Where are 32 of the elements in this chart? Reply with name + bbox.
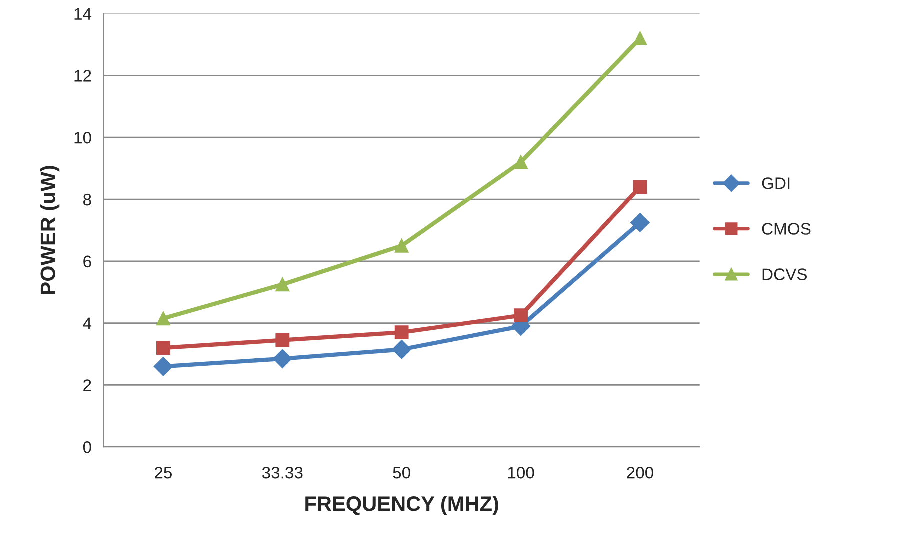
x-axis-title: FREQUENCY (MHZ) bbox=[306, 496, 498, 516]
y-tick-label: 6 bbox=[84, 256, 92, 268]
point bbox=[156, 341, 170, 356]
point bbox=[633, 180, 648, 194]
point bbox=[154, 357, 173, 376]
y-tick-label: 10 bbox=[74, 132, 92, 144]
x-tick-label: 100 bbox=[508, 467, 534, 479]
y-tick-label: 14 bbox=[74, 8, 92, 20]
y-tick-label: 4 bbox=[83, 318, 92, 330]
point bbox=[276, 333, 290, 348]
point bbox=[394, 238, 409, 253]
y-axis-title: POWER (uW) bbox=[40, 166, 60, 294]
point bbox=[273, 349, 292, 368]
legend-label: DCVS bbox=[762, 268, 808, 280]
y-tick-label: 12 bbox=[74, 70, 92, 82]
x-tick-label: 33.33 bbox=[262, 467, 303, 479]
point bbox=[394, 326, 409, 340]
point bbox=[514, 308, 528, 323]
x-tick-label: 50 bbox=[393, 467, 410, 479]
y-tick-label: 8 bbox=[83, 194, 92, 206]
point bbox=[633, 32, 648, 46]
legend-label: GDI bbox=[762, 178, 790, 190]
point bbox=[514, 155, 528, 170]
point bbox=[276, 278, 290, 292]
point bbox=[630, 213, 650, 232]
x-tick-label: 200 bbox=[627, 467, 654, 479]
point bbox=[392, 340, 412, 360]
legend-label: CMOS bbox=[762, 223, 811, 235]
y-tick-label: 0 bbox=[83, 442, 92, 454]
y-tick-label: 2 bbox=[84, 380, 92, 392]
point bbox=[156, 312, 170, 326]
x-tick-label: 25 bbox=[155, 467, 172, 479]
